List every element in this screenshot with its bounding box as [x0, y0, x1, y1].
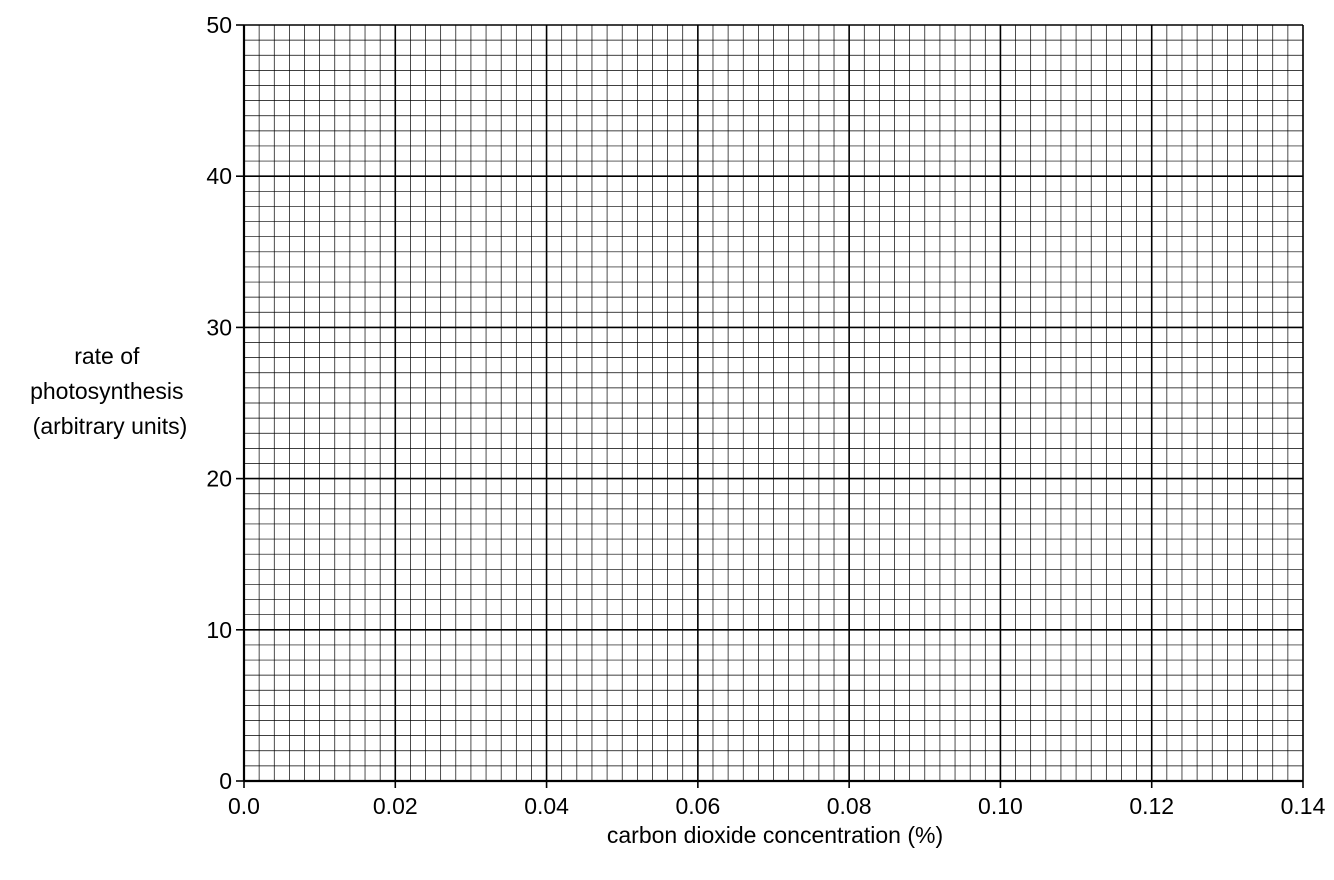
- y-tick-label: 10: [206, 617, 232, 643]
- y-axis-title-line: (arbitrary units): [33, 413, 188, 439]
- y-tick-label: 30: [206, 314, 232, 340]
- minor-grid: [244, 25, 1303, 781]
- x-tick-label: 0.0: [228, 793, 260, 819]
- x-tick-label: 0.04: [524, 793, 569, 819]
- y-tick-label: 0: [219, 768, 232, 794]
- y-tick-label: 40: [206, 163, 232, 189]
- y-tick-label: 50: [206, 12, 232, 38]
- x-tick-labels: 0.0 0.02 0.04 0.06 0.08 0.10 0.12 0.14: [228, 793, 1326, 819]
- axis-ticks: [236, 24, 1304, 788]
- y-axis-title-line: photosynthesis: [30, 378, 183, 404]
- x-tick-label: 0.10: [978, 793, 1023, 819]
- x-axis-title: carbon dioxide concentration (%): [607, 822, 943, 848]
- x-tick-label: 0.08: [827, 793, 872, 819]
- y-axis-title-line: rate of: [74, 343, 140, 369]
- x-tick-label: 0.02: [373, 793, 418, 819]
- y-tick-label: 20: [206, 466, 232, 492]
- axes: [242, 25, 1303, 783]
- x-tick-label: 0.14: [1281, 793, 1326, 819]
- y-axis-title: rate of photosynthesis (arbitrary units): [30, 343, 190, 439]
- x-tick-label: 0.06: [675, 793, 720, 819]
- y-tick-labels: 0 10 20 30 40 50: [206, 12, 232, 794]
- x-tick-label: 0.12: [1129, 793, 1174, 819]
